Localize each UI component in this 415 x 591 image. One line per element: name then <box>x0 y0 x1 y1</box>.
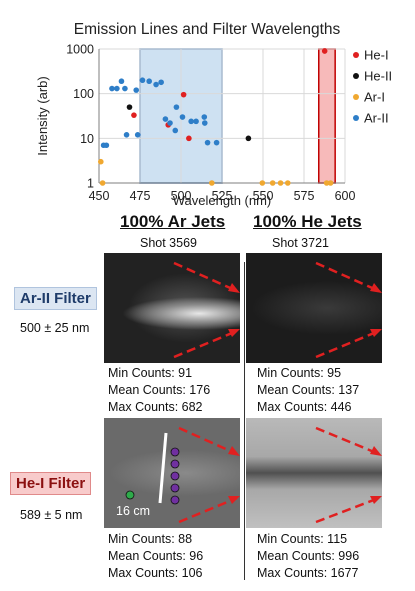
data-point-ar-i <box>277 180 284 186</box>
data-point-he-i <box>131 112 137 118</box>
min-counts: Min Counts: 88 <box>108 532 193 546</box>
y-tick-label: 10 <box>80 132 94 146</box>
max-counts: Max Counts: 106 <box>108 566 203 580</box>
legend-label-he-ii: He-II <box>364 69 392 84</box>
data-point-ar-ii <box>153 81 159 88</box>
data-point-ar-ii <box>188 118 194 125</box>
mean-counts: Mean Counts: 96 <box>108 549 204 563</box>
max-counts: Max Counts: 1677 <box>257 566 359 580</box>
data-point-ar-i <box>209 180 215 186</box>
x-tick-label: 575 <box>294 189 315 203</box>
mean-counts: Mean Counts: 996 <box>257 549 360 563</box>
ar-shot-number: Shot 3569 <box>140 236 197 250</box>
legend-marker-ar-ii <box>353 115 359 121</box>
max-counts: Max Counts: 446 <box>257 400 352 414</box>
ar-jets-ar-filter-image <box>104 253 240 363</box>
ar-he-annotations <box>125 426 240 524</box>
column-divider <box>244 262 245 580</box>
data-point-ar-i <box>327 180 334 186</box>
min-counts: Min Counts: 91 <box>108 366 193 380</box>
data-point-ar-i <box>259 180 266 186</box>
scale-bar-label: 16 cm <box>116 504 151 518</box>
data-point-ar-ii <box>179 114 186 120</box>
emission-lines-chart: Emission Lines and Filter Wavelengths 450… <box>35 21 392 208</box>
legend-label-he-i: He-I <box>364 48 389 63</box>
y-tick-label: 1000 <box>66 43 94 57</box>
data-point-he-ii <box>126 104 133 110</box>
data-point-he-i <box>321 48 328 54</box>
data-point-ar-ii <box>109 85 115 92</box>
data-point-he-i <box>180 91 187 98</box>
ar-ar-arrows <box>173 261 240 359</box>
ar-jets-heading: 100% Ar Jets <box>120 212 226 231</box>
he-shot-number: Shot 3721 <box>272 236 329 250</box>
data-point-ar-ii <box>213 139 220 146</box>
data-point-ar-ii <box>193 118 199 125</box>
data-point-ar-ii <box>103 142 110 149</box>
data-point-ar-i <box>269 180 276 186</box>
data-point-ar-i <box>284 180 291 186</box>
x-tick-label: 500 <box>171 189 192 203</box>
he-ar-arrows <box>315 261 382 359</box>
legend-label-ar-i: Ar-I <box>364 90 385 105</box>
ar-ii-filter-range: 500 ± 25 nm <box>20 321 90 335</box>
y-tick-label: 100 <box>73 87 94 101</box>
ar-ii-filter-label: Ar-II Filter <box>14 287 97 310</box>
filter-band-1 <box>318 48 336 184</box>
he-jets-he-filter-counts: Min Counts: 115 Mean Counts: 996 Max Cou… <box>257 531 359 582</box>
he-i-filter-range: 589 ± 5 nm <box>20 508 83 522</box>
data-point-ar-i <box>99 180 106 186</box>
y-tick-label: 1 <box>87 177 94 191</box>
data-point-ar-ii <box>122 85 128 92</box>
data-point-ar-ii <box>118 78 125 85</box>
data-point-ar-ii <box>173 104 180 110</box>
legend-label-ar-ii: Ar-II <box>364 111 389 126</box>
data-point-ar-ii <box>134 131 141 138</box>
y-axis-label: Intensity (arb) <box>35 76 50 155</box>
data-point-ar-ii <box>114 85 120 92</box>
data-point-ar-i <box>98 158 104 165</box>
data-point-ar-ii <box>146 78 152 85</box>
x-tick-label: 475 <box>130 189 151 203</box>
min-counts: Min Counts: 115 <box>257 532 348 546</box>
data-point-ar-ii <box>162 116 169 122</box>
x-axis-label: Wavelength (nm) <box>173 193 272 208</box>
x-tick-label: 550 <box>253 189 274 203</box>
he-he-arrows <box>315 426 382 524</box>
mean-counts: Mean Counts: 176 <box>108 383 211 397</box>
max-counts: Max Counts: 682 <box>108 400 203 414</box>
data-point-ar-i <box>323 180 330 186</box>
chart-title: Emission Lines and Filter Wavelengths <box>74 21 341 38</box>
x-tick-label: 600 <box>335 189 356 203</box>
data-point-ar-ii <box>172 127 179 134</box>
data-point-ar-ii <box>123 131 130 138</box>
data-point-ar-ii <box>204 139 211 146</box>
mean-counts: Mean Counts: 137 <box>257 383 360 397</box>
ar-jets-ar-filter-counts: Min Counts: 91 Mean Counts: 176 Max Coun… <box>108 365 210 416</box>
he-jets-he-filter-image <box>246 418 382 528</box>
min-counts: Min Counts: 95 <box>257 366 342 380</box>
data-point-he-ii <box>245 135 252 142</box>
legend-marker-he-ii <box>353 73 359 79</box>
ar-jets-he-filter-image: 16 cm <box>104 418 240 528</box>
data-point-ar-ii <box>167 120 173 126</box>
data-point-ar-ii <box>201 114 208 120</box>
ar-jets-he-filter-counts: Min Counts: 88 Mean Counts: 96 Max Count… <box>108 531 203 582</box>
he-i-filter-label: He-I Filter <box>10 472 92 495</box>
data-point-ar-ii <box>158 79 164 86</box>
data-point-he-i <box>186 135 192 142</box>
legend-marker-he-i <box>353 52 359 58</box>
data-point-ar-ii <box>139 77 146 84</box>
he-jets-ar-filter-image <box>246 253 382 363</box>
data-point-ar-ii <box>201 120 208 126</box>
he-jets-heading: 100% He Jets <box>253 212 362 231</box>
x-tick-label: 450 <box>89 189 110 203</box>
x-tick-label: 525 <box>212 189 233 203</box>
he-jets-ar-filter-counts: Min Counts: 95 Mean Counts: 137 Max Coun… <box>257 365 359 416</box>
legend-marker-ar-i <box>353 94 359 100</box>
data-point-ar-ii <box>133 87 140 93</box>
